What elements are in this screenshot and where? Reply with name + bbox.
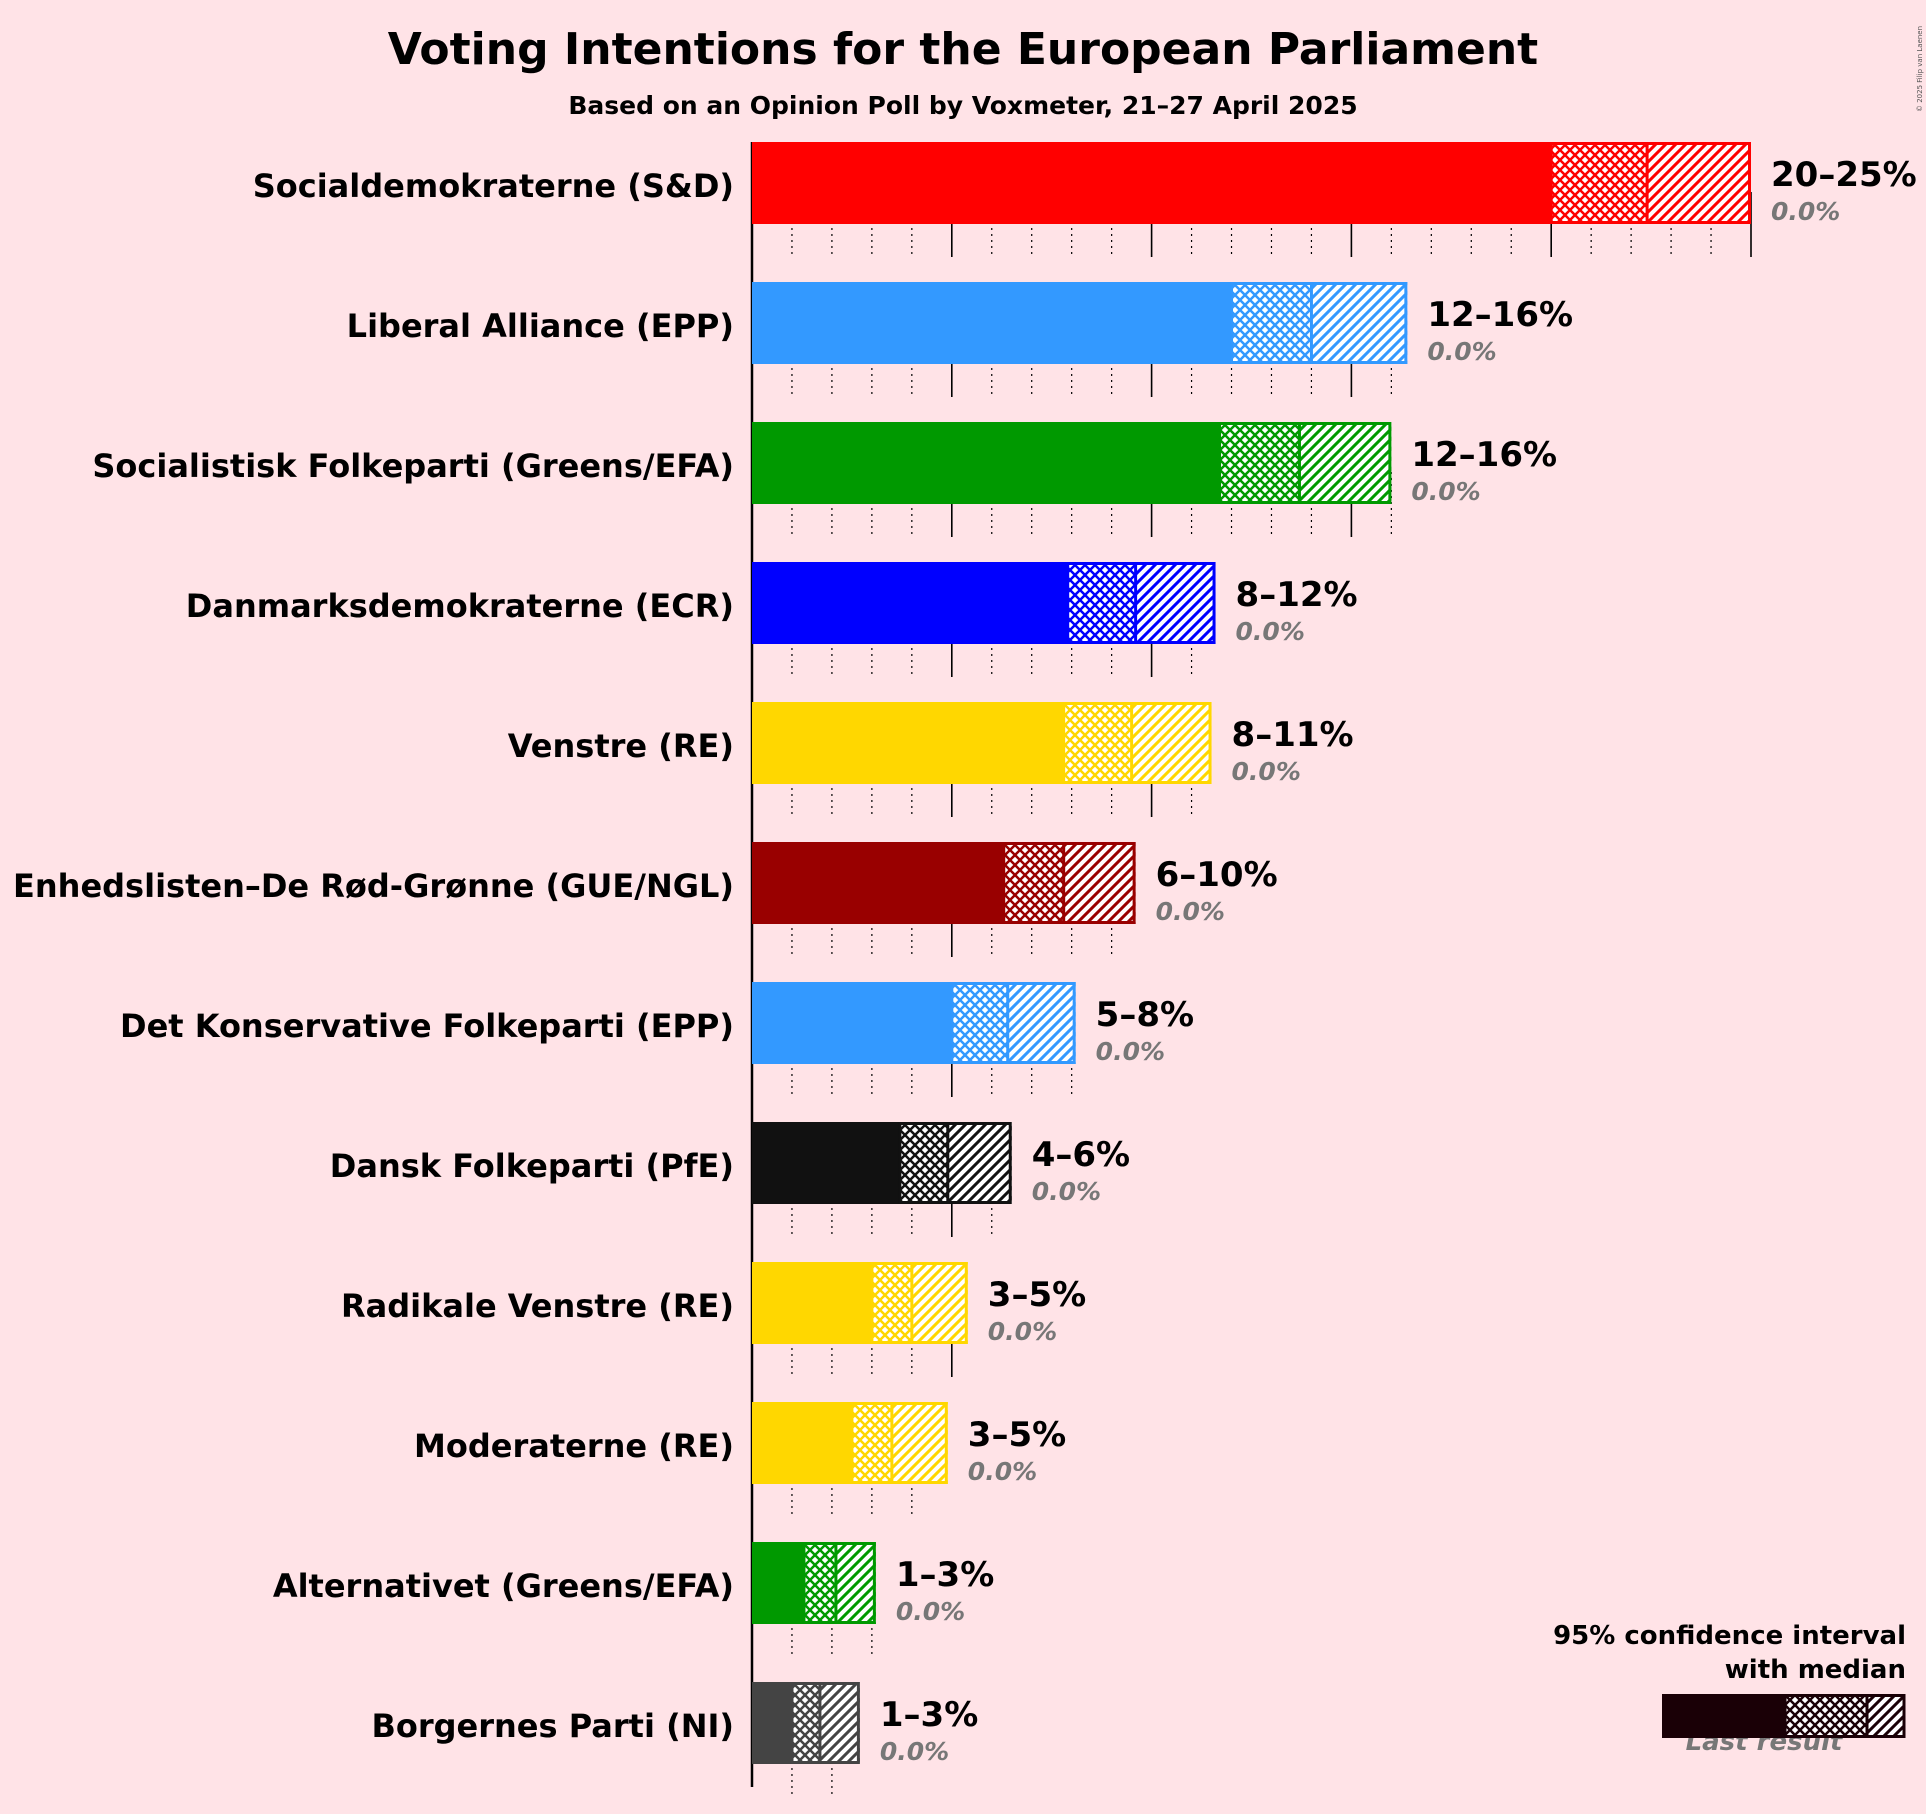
bar-ci-upper-0 [1647,142,1751,224]
bar-ci-lower-2 [1219,422,1300,504]
party-label-3: Danmarksdemokraterne (ECR) [186,587,734,625]
chart-grid [750,142,1752,1797]
bar-solid-5 [752,842,1004,924]
range-label-6: 5–8% [1096,995,1194,1035]
bar-ci-upper-9 [891,1402,948,1484]
range-label-0: 20–25% [1771,155,1917,195]
party-label-7: Dansk Folkeparti (PfE) [330,1147,734,1185]
bar-solid-4 [752,702,1064,784]
bar-solid-3 [752,562,1068,644]
bar-ci-upper-1 [1311,282,1408,364]
legend-ci-lower [1785,1694,1867,1738]
range-label-3: 8–12% [1236,575,1358,615]
party-label-6: Det Konservative Folkeparti (EPP) [120,1007,734,1045]
range-label-1: 12–16% [1427,295,1573,335]
chart-bars: Socialdemokraterne (S&D) 20–25%0.0%Libera… [13,142,1917,1766]
last-result-label-2: 0.0% [1411,477,1480,506]
bar-ci-outline-2 [1218,422,1392,504]
range-label-10: 1–3% [896,1555,994,1595]
bar-ci-upper-11 [819,1682,860,1764]
range-label-9: 3–5% [968,1415,1066,1455]
bar-ci-lower-7 [899,1122,948,1204]
last-result-label-7: 0.0% [1032,1177,1101,1206]
bar-ci-upper-3 [1135,562,1216,644]
last-result-label-10: 0.0% [896,1597,965,1626]
bar-solid-0 [752,142,1552,224]
bar-ci-outline-5 [1002,842,1136,924]
last-result-label-4: 0.0% [1232,757,1301,786]
legend-ci-outline [1783,1694,1906,1738]
party-label-9: Moderaterne (RE) [414,1427,734,1465]
bar-ci-outline-1 [1230,282,1408,364]
bar-solid-6 [752,982,952,1064]
bar-ci-outline-8 [870,1262,968,1344]
bar-ci-outline-6 [950,982,1076,1064]
last-result-label-9: 0.0% [968,1457,1037,1486]
range-label-5: 6–10% [1156,855,1278,895]
bar-ci-lower-6 [951,982,1008,1064]
party-label-1: Liberal Alliance (EPP) [347,307,734,345]
party-label-11: Borgernes Parti (NI) [371,1707,734,1745]
last-result-label-0: 0.0% [1771,197,1840,226]
bar-ci-outline-4 [1062,702,1212,784]
last-result-label-3: 0.0% [1236,617,1305,646]
range-label-4: 8–11% [1232,715,1354,755]
copyright-notice: © 2025 Filip van Laenen [1916,26,1924,112]
last-result-label-6: 0.0% [1096,1037,1165,1066]
bar-solid-7 [752,1122,900,1204]
party-label-5: Enhedslisten–De Rød-Grønne (GUE/NGL) [13,867,734,905]
bar-ci-outline-10 [802,1542,876,1624]
range-label-7: 4–6% [1032,1135,1130,1175]
bar-ci-upper-4 [1131,702,1212,784]
range-label-8: 3–5% [988,1275,1086,1315]
bar-ci-lower-1 [1231,282,1312,364]
bar-solid-10 [752,1542,804,1624]
bar-ci-upper-10 [835,1542,876,1624]
bar-ci-lower-3 [1067,562,1136,644]
bar-ci-lower-0 [1551,142,1648,224]
bar-solid-8 [752,1262,872,1344]
bar-ci-upper-7 [947,1122,1012,1204]
bar-solid-2 [752,422,1220,504]
chart-subtitle: Based on an Opinion Poll by Voxmeter, 21… [568,91,1357,120]
legend-ci-label: 95% confidence interval [1553,1621,1906,1651]
chart-title: Voting Intentions for the European Parli… [388,24,1538,75]
bar-ci-lower-11 [791,1682,820,1764]
chart-legend: 95% confidence interval with median Last… [1553,1621,1906,1757]
bar-ci-upper-5 [1063,842,1136,924]
range-label-2: 12–16% [1411,435,1557,475]
last-result-label-5: 0.0% [1156,897,1225,926]
last-result-label-1: 0.0% [1427,337,1496,366]
bar-ci-lower-4 [1063,702,1132,784]
bar-ci-outline-9 [850,1402,948,1484]
bar-solid-9 [752,1402,852,1484]
bar-ci-upper-6 [1007,982,1076,1064]
party-label-8: Radikale Venstre (RE) [341,1287,734,1325]
party-label-4: Venstre (RE) [508,727,734,765]
party-label-10: Alternativet (Greens/EFA) [273,1567,734,1605]
bar-ci-lower-8 [871,1262,912,1344]
bar-ci-outline-3 [1066,562,1216,644]
bar-solid-11 [752,1682,792,1764]
bar-ci-lower-5 [1003,842,1064,924]
bar-ci-upper-2 [1299,422,1392,504]
last-result-label-11: 0.0% [880,1737,949,1766]
bar-ci-outline-11 [790,1682,860,1764]
last-result-label-8: 0.0% [988,1317,1057,1346]
legend-median-label: with median [1725,1655,1906,1685]
legend-solid [1662,1694,1785,1738]
legend-ci-upper [1867,1694,1905,1738]
bar-ci-outline-7 [898,1122,1012,1204]
party-label-0: Socialdemokraterne (S&D) [253,167,734,205]
range-label-11: 1–3% [880,1695,978,1735]
party-label-2: Socialistisk Folkeparti (Greens/EFA) [92,447,734,485]
bar-ci-outline-0 [1549,142,1751,224]
bar-ci-lower-10 [803,1542,836,1624]
bar-ci-lower-9 [851,1402,892,1484]
bar-ci-upper-8 [911,1262,968,1344]
bar-solid-1 [752,282,1232,364]
